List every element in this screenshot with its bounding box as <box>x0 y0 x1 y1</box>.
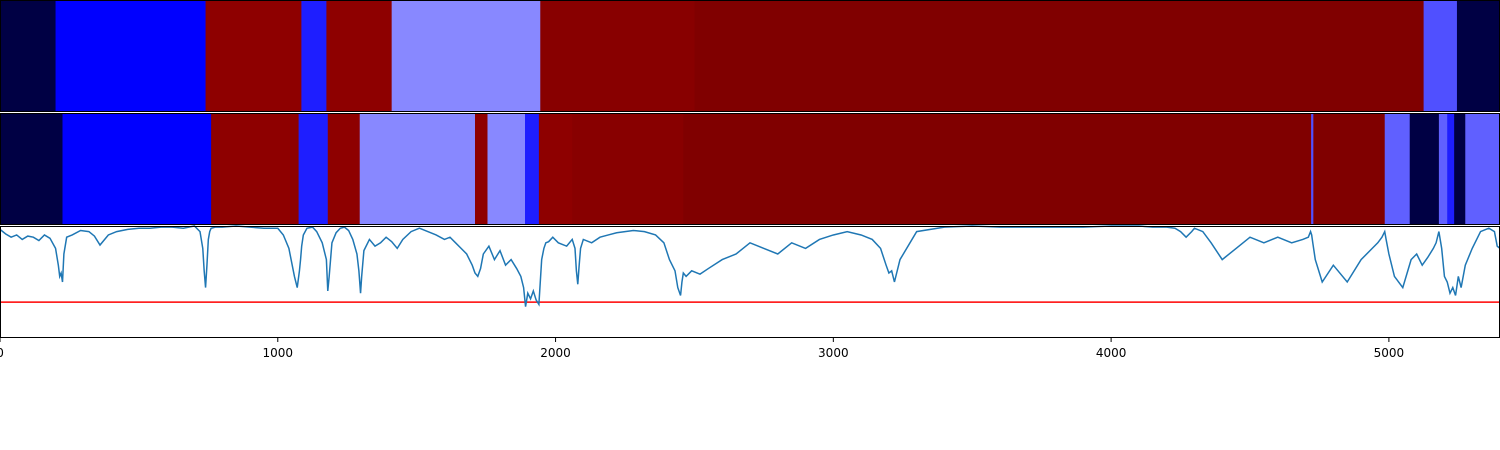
heatmap-segment-1-8 <box>694 0 1425 112</box>
heatmap-segment-2-4 <box>298 113 329 225</box>
x-tick-label-4000: 4000 <box>1096 346 1127 360</box>
heatmap-segment-1-3 <box>205 0 302 112</box>
heatmap-segment-2-16 <box>1409 113 1440 225</box>
x-axis: 0 1000 2000 3000 4000 5000 <box>0 338 1404 360</box>
line-panel <box>0 225 1500 307</box>
heatmap-segment-1-7 <box>540 0 695 112</box>
heatmap-segment-2-19 <box>1454 113 1466 225</box>
heatmap-segment-2-1 <box>0 113 63 225</box>
heatmap-segment-2-7 <box>475 113 488 225</box>
x-tick-label-0: 0 <box>0 346 4 360</box>
heatmap-segment-1-1 <box>0 0 57 112</box>
series-line <box>0 225 1500 307</box>
heatmap-segment-2-8 <box>487 113 526 225</box>
heatmap-segment-1-10 <box>1456 0 1500 112</box>
heatmap-segment-2-12 <box>683 113 1312 225</box>
heatmap-segment-2-2 <box>62 113 212 225</box>
x-tick-label-2000: 2000 <box>540 346 571 360</box>
heatmap-segment-2-18 <box>1447 113 1455 225</box>
heatmap-row-2 <box>0 113 1500 225</box>
heatmap-segment-2-14 <box>1313 113 1386 225</box>
heatmap-segment-2-9 <box>525 113 540 225</box>
heatmap-segment-2-15 <box>1384 113 1411 225</box>
heatmap-segment-1-9 <box>1423 0 1458 112</box>
heatmap-segment-2-10 <box>538 113 573 225</box>
heatmap-row-1 <box>0 0 1500 112</box>
heatmap-segment-2-13 <box>1311 113 1314 225</box>
x-tick-label-1000: 1000 <box>263 346 294 360</box>
heatmap-segment-2-6 <box>359 113 476 225</box>
heatmap-segment-2-3 <box>211 113 300 225</box>
heatmap-segment-1-4 <box>301 0 327 112</box>
heatmap-segment-1-6 <box>391 0 541 112</box>
heatmap-segment-1-5 <box>326 0 393 112</box>
x-tick-label-3000: 3000 <box>818 346 849 360</box>
heatmap-segment-1-2 <box>55 0 207 112</box>
heatmap-segment-2-17 <box>1438 113 1448 225</box>
heatmap-segment-2-20 <box>1465 113 1500 225</box>
heatmap-segment-2-5 <box>327 113 361 225</box>
heatmap-segment-2-11 <box>572 113 684 225</box>
x-tick-label-5000: 5000 <box>1374 346 1405 360</box>
